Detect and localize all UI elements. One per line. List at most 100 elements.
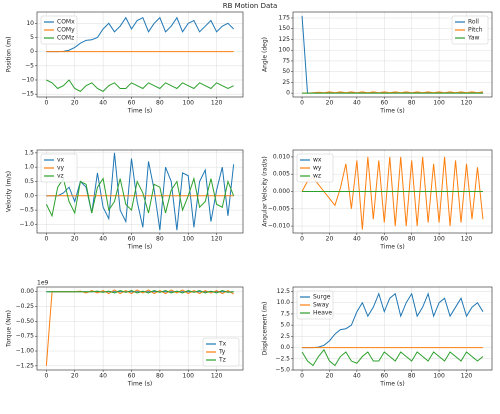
legend-box [451, 15, 489, 45]
x-tick-label: 0 [300, 373, 304, 380]
legend-label: Pitch [468, 27, 483, 34]
y-tick-label: −0.005 [268, 205, 290, 212]
x-tick-label: 20 [326, 100, 334, 107]
y-tick-label: −0.25 [16, 303, 35, 310]
x-tick-label: 60 [128, 236, 136, 243]
x-tick-label: 0 [300, 100, 304, 107]
axes-frame [292, 11, 493, 98]
x-tick-label: 100 [183, 373, 195, 380]
y-tick-label: −0.75 [16, 333, 35, 340]
y-axis-label: Angular Velocity (rad/s) [262, 156, 269, 226]
y-tick-label: 150 [279, 25, 291, 32]
x-tick-label: 60 [128, 373, 136, 380]
x-tick-label: 20 [71, 100, 79, 107]
x-tick-label: 40 [99, 373, 107, 380]
legend-label: Surge [313, 294, 331, 301]
y-axis-label: Angle (deg) [262, 37, 269, 72]
x-tick-label: 100 [433, 373, 445, 380]
y-tick-label: 0.00 [21, 288, 35, 295]
series-line [45, 176, 235, 218]
x-tick-label: 120 [461, 373, 473, 380]
x-tick-label: 100 [183, 236, 195, 243]
legend-label: Ty [218, 349, 226, 356]
legend-label: wy [313, 165, 322, 172]
y-tick-label: −2.5 [275, 355, 290, 362]
x-tick-label: 0 [300, 236, 304, 243]
x-tick-label: 120 [211, 100, 223, 107]
y-axis-label: Position (m) [6, 37, 13, 73]
y-tick-label: 0.0 [24, 192, 34, 199]
legend-label: vx [57, 157, 65, 164]
y-tick-label: −0.50 [16, 318, 35, 325]
y-tick-label: −1.0 [19, 221, 34, 228]
legend-box [40, 153, 78, 183]
x-axis-label: Time (s) [379, 244, 404, 251]
x-tick-label: 80 [408, 100, 416, 107]
x-tick-label: 20 [326, 236, 334, 243]
x-tick-label: 80 [156, 100, 164, 107]
y-axis-label: Displacement (m) [262, 302, 269, 356]
y-tick-label: 0.0 [280, 344, 290, 351]
x-tick-label: 0 [44, 236, 48, 243]
y-tick-label: 125 [279, 36, 291, 43]
x-tick-label: 100 [433, 236, 445, 243]
x-tick-label: 20 [326, 373, 334, 380]
y-axis-label: Velocity (m/s) [6, 171, 13, 212]
y-tick-label: 10 [26, 20, 34, 27]
y-offset-text: 1e9 [37, 280, 49, 287]
y-tick-label: −1.00 [16, 348, 35, 355]
x-tick-label: 80 [408, 236, 416, 243]
legend-label: COMz [57, 35, 74, 42]
x-tick-label: 80 [156, 236, 164, 243]
axes-frame [36, 149, 244, 234]
x-tick-label: 40 [99, 100, 107, 107]
x-tick-label: 120 [211, 373, 223, 380]
x-tick-label: 100 [433, 100, 445, 107]
y-tick-label: 0.010 [273, 153, 290, 160]
axes-frame [292, 149, 493, 234]
series-line [301, 348, 484, 367]
x-tick-label: 60 [380, 236, 388, 243]
legend-label: Yaw [467, 35, 480, 42]
x-axis-label: Time (s) [379, 381, 404, 388]
y-tick-label: 10.0 [277, 299, 291, 306]
x-tick-label: 40 [99, 236, 107, 243]
legend-box [40, 15, 78, 45]
figure-title: RB Motion Data [223, 2, 278, 10]
axes-frame [36, 286, 244, 371]
legend-label: Tz [218, 357, 226, 364]
y-tick-label: 2.5 [280, 333, 290, 340]
series-line [46, 16, 234, 53]
x-tick-label: 40 [353, 100, 361, 107]
x-axis-label: Time (s) [127, 244, 152, 251]
legend-label: COMx [57, 19, 75, 26]
y-tick-label: 0.005 [273, 171, 290, 178]
y-tick-label: 0.5 [24, 178, 34, 185]
x-tick-label: 100 [183, 100, 195, 107]
x-tick-label: 80 [408, 373, 416, 380]
x-tick-label: 60 [380, 100, 388, 107]
x-axis-label: Time (s) [127, 108, 152, 115]
legend-label: wx [313, 157, 322, 164]
x-axis-label: Time (s) [379, 108, 404, 115]
y-tick-label: 1.0 [24, 164, 34, 171]
x-tick-label: 0 [44, 100, 48, 107]
y-tick-label: −10 [21, 77, 34, 84]
y-tick-label: 25 [282, 79, 290, 86]
legend-label: Roll [468, 19, 479, 26]
legend-label: vy [57, 165, 65, 172]
legend-box [202, 337, 240, 367]
legend-box [296, 290, 334, 320]
y-tick-label: 50 [282, 68, 290, 75]
y-tick-label: 1.5 [24, 149, 34, 156]
y-tick-label: 175 [279, 15, 291, 22]
x-tick-label: 60 [128, 100, 136, 107]
y-tick-label: 5 [30, 34, 34, 41]
series-line [46, 79, 234, 92]
series-line [302, 91, 484, 94]
y-tick-label: −5 [25, 62, 34, 69]
y-tick-label: −15 [21, 91, 34, 98]
x-tick-label: 20 [71, 373, 79, 380]
x-tick-label: 40 [353, 236, 361, 243]
